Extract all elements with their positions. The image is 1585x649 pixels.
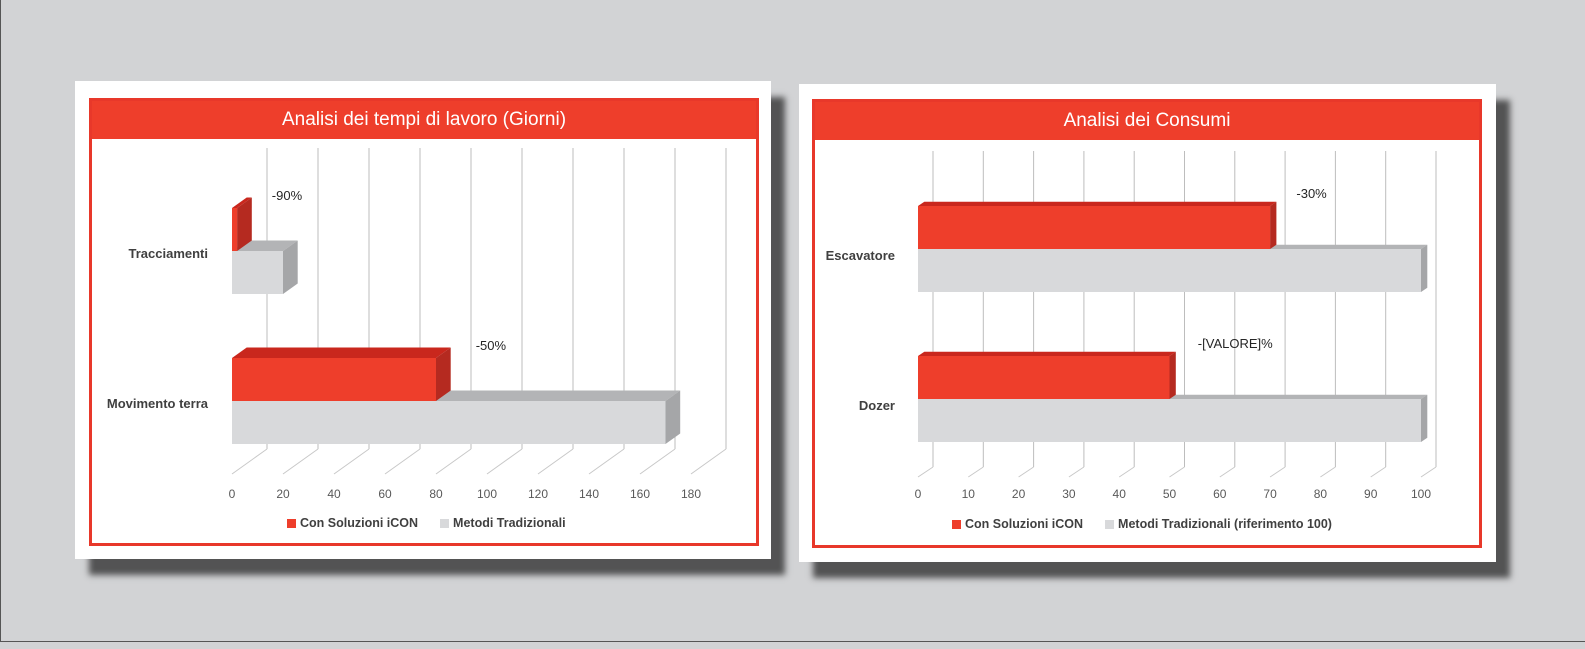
x-tick-label: 0 — [229, 487, 236, 501]
floor-gridline — [537, 448, 574, 475]
x-tick-label: 90 — [1364, 487, 1378, 501]
chart-legend: Con Soluzioni iCON Metodi Tradizionali — [287, 516, 588, 530]
bar-annotation: -90% — [272, 188, 303, 203]
floor-gridline — [1370, 466, 1386, 478]
bar-traditional — [918, 399, 1421, 442]
floor-gridline — [1118, 466, 1135, 478]
x-tick-label: 10 — [962, 487, 976, 501]
bar-traditional-side — [1421, 394, 1428, 442]
bar-icon-top — [918, 201, 1277, 206]
bar-traditional-side — [1421, 244, 1428, 292]
bar-icon-top — [232, 347, 451, 358]
category-label: Movimento terra — [107, 396, 209, 411]
x-tick-label: 40 — [327, 487, 341, 501]
x-tick-label: 0 — [915, 487, 922, 501]
x-tick-label: 60 — [1213, 487, 1227, 501]
x-tick-label: 30 — [1062, 487, 1076, 501]
x-tick-label: 160 — [630, 487, 650, 501]
legend-label-traditional: Metodi Tradizionali — [453, 516, 566, 530]
bar-icon — [232, 208, 238, 251]
floor-gridline — [231, 448, 268, 475]
bar-icon — [918, 356, 1170, 399]
floor-gridline — [1269, 466, 1286, 478]
legend-label-icon: Con Soluzioni iCON — [965, 517, 1084, 531]
bar-traditional — [232, 401, 666, 444]
x-tick-label: 20 — [276, 487, 290, 501]
floor-gridline — [917, 466, 934, 478]
floor-gridline — [1068, 466, 1085, 478]
chart-consumption: 0 10 20 30 40 50 60 70 80 90 100 Escavatore -30% Doze… — [826, 151, 1437, 501]
floor-gridline — [1320, 466, 1336, 478]
chart-title: Analisi dei tempi di lavoro (Giorni) — [92, 101, 756, 139]
bar-traditional — [232, 251, 283, 294]
bar-icon-side — [237, 197, 252, 251]
floor-gridline — [1420, 466, 1437, 478]
bar-annotation: -[VALORE]% — [1198, 336, 1273, 351]
bar-icon — [232, 358, 436, 401]
bar-annotation: -30% — [1296, 186, 1327, 201]
legend-item-icon: Con Soluzioni iCON — [287, 516, 418, 530]
legend-item-traditional: Metodi Tradizionali (riferimento 100) — [1105, 517, 1332, 531]
x-tick-label: 50 — [1163, 487, 1177, 501]
bar-icon-top — [918, 351, 1176, 356]
frame-left-border — [0, 0, 1, 642]
legend-item-icon: Con Soluzioni iCON — [952, 517, 1083, 531]
floor-gridline — [968, 466, 984, 478]
floor-gridline — [588, 448, 625, 475]
x-tick-label: 20 — [1012, 487, 1026, 501]
x-tick-label: 100 — [1411, 487, 1431, 501]
floor-gridline — [690, 448, 727, 475]
bar-icon-side — [1169, 351, 1176, 399]
floor-gridline — [639, 448, 676, 475]
category-label: Tracciamenti — [129, 246, 209, 261]
bar-traditional-top — [232, 240, 298, 251]
chart-panel: Analisi dei tempi di lavoro (Giorni) — [89, 98, 759, 546]
x-tick-label: 70 — [1263, 487, 1277, 501]
category-label: Dozer — [859, 398, 895, 413]
floor-gridline — [282, 448, 319, 475]
legend-label-traditional: Metodi Tradizionali (riferimento 100) — [1118, 517, 1332, 531]
bar-traditional-side — [665, 390, 681, 444]
legend-label-icon: Con Soluzioni iCON — [300, 516, 419, 530]
x-tick-label: 100 — [477, 487, 497, 501]
category-label: Escavatore — [826, 248, 895, 263]
floor-gridline — [486, 448, 523, 475]
x-tick-label: 80 — [1314, 487, 1328, 501]
floor-gridline — [1169, 466, 1185, 478]
legend-swatch-icon — [287, 518, 296, 528]
x-tick-label: 120 — [528, 487, 548, 501]
bar-icon-top — [232, 197, 252, 208]
bar-icon-side — [436, 347, 451, 401]
bar-traditional-side — [283, 240, 298, 294]
x-tick-label: 60 — [378, 487, 392, 501]
chart-work-time: 0 20 40 60 80 100 120 140 160 180 Tracciamenti -90%… — [107, 148, 727, 501]
x-tick-label: 80 — [429, 487, 443, 501]
bar-icon — [918, 206, 1271, 249]
bar-icon-side — [1270, 201, 1277, 249]
floor-gridline — [384, 448, 421, 475]
frame-bottom-border — [0, 641, 1585, 642]
floor-gridline — [1018, 466, 1034, 478]
bar-traditional — [918, 249, 1421, 292]
legend-swatch-traditional — [440, 518, 450, 528]
chart-card-consumption: Analisi dei Consumi 0 10 20 30 40 50 60 70 80 90 1… — [799, 84, 1496, 562]
legend-item-traditional: Metodi Tradizionali — [440, 516, 566, 530]
legend-swatch-icon — [952, 519, 961, 529]
floor-gridline — [333, 448, 370, 475]
x-tick-label: 40 — [1113, 487, 1127, 501]
chart-legend: Con Soluzioni iCON Metodi Tradizionali (… — [952, 517, 1354, 531]
floor-gridline — [1219, 466, 1236, 478]
x-tick-label: 180 — [681, 487, 701, 501]
bar-annotation: -50% — [476, 338, 507, 353]
legend-swatch-traditional — [1105, 519, 1115, 529]
floor-gridline — [435, 448, 472, 475]
chart-card-work-time: Analisi dei tempi di lavoro (Giorni) 0 20… — [75, 81, 771, 559]
x-tick-label: 140 — [579, 487, 599, 501]
chart-title: Analisi dei Consumi — [815, 102, 1479, 140]
